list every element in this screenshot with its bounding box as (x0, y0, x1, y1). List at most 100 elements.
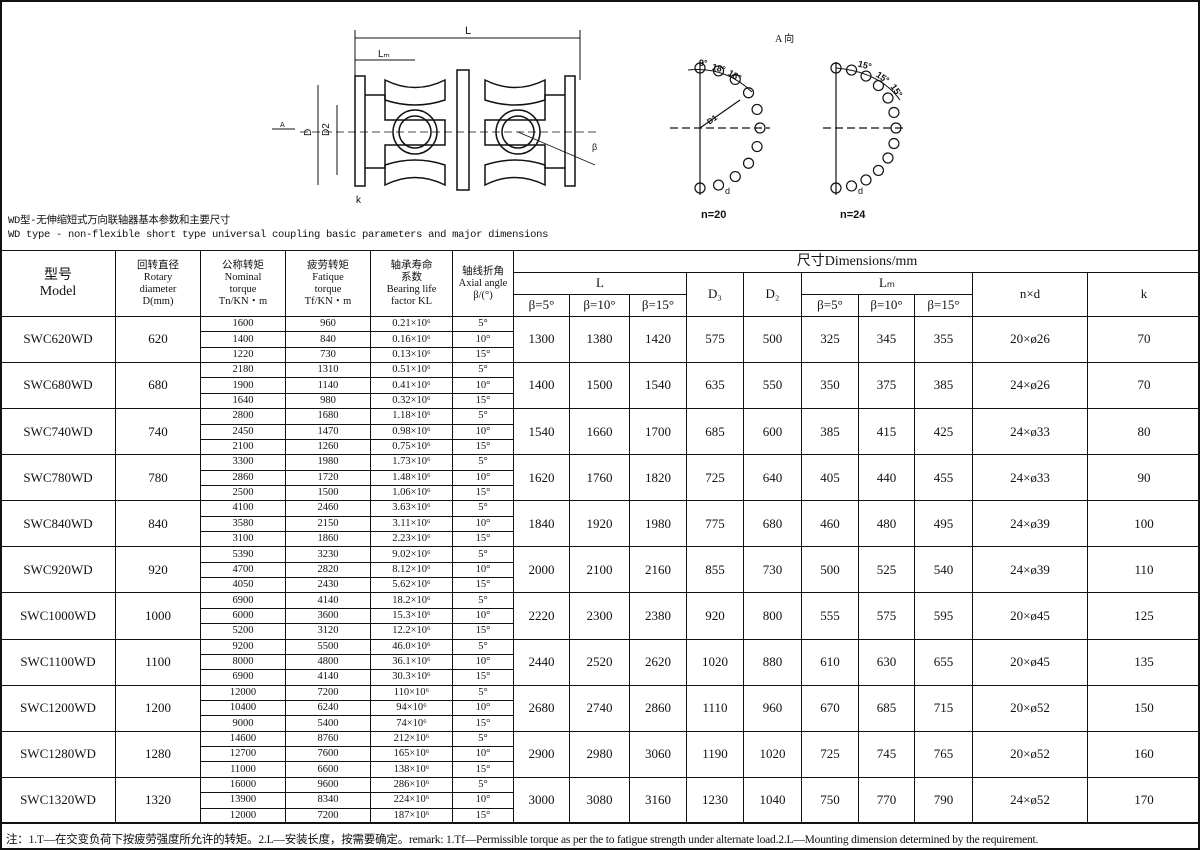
nominal-torque-cell: 11000 (200, 761, 286, 778)
Lm-cell: 385 (801, 408, 859, 456)
header-Lm-beta15: β=15° (914, 294, 973, 317)
fatigue-torque-cell: 1860 (285, 531, 371, 548)
nominal-torque-cell: 1400 (200, 331, 286, 348)
bolt-hole-icon (872, 164, 885, 177)
Lm-cell: 455 (914, 454, 973, 502)
axial-angle-cell: 5° (452, 546, 514, 563)
fatigue-torque-cell: 2460 (285, 500, 371, 517)
nominal-torque-cell: 16000 (200, 776, 286, 794)
fatigue-torque-cell: 1500 (285, 484, 371, 502)
axial-angle-cell: 15° (452, 761, 514, 778)
table-row: 3100 1860 2.23×10⁶ 15° (1, 531, 1200, 548)
fatigue-torque-cell: 6600 (285, 761, 371, 778)
n24-angle-15-third: 15° (888, 82, 904, 99)
L-cell: 1840 (513, 500, 570, 548)
fatigue-torque-cell: 8760 (285, 730, 371, 748)
rotary-diameter-cell: 680 (115, 362, 201, 410)
L-cell: 2740 (569, 684, 630, 732)
label-d: d (725, 186, 730, 196)
Lm-cell: 790 (914, 776, 973, 824)
table-row: 1640 980 0.32×10⁶ 15° (1, 392, 1200, 410)
nominal-torque-cell: 6900 (200, 592, 286, 609)
header-rotary-diameter: 回转直径 Rotary diameter D(mm) (115, 250, 201, 317)
nxd-cell: 20×ø45 (972, 638, 1088, 686)
table-row: SWC740WD 740 2800 1680 1.18×10⁶ 5° 1540 1660 170… (0, 408, 1200, 456)
bolt-hole-icon (694, 182, 706, 194)
header-L-beta15: β=15° (629, 294, 687, 317)
fatigue-torque-cell: 1260 (285, 438, 371, 456)
n20-angle-9: 9° (699, 58, 708, 68)
nominal-torque-cell: 3100 (200, 531, 286, 548)
bolt-hole-icon (860, 174, 872, 186)
fatigue-torque-cell: 730 (285, 346, 371, 364)
fatigue-torque-cell: 8340 (285, 792, 371, 809)
D3-cell: 1230 (686, 776, 744, 824)
nominal-torque-cell: 2450 (200, 423, 286, 440)
k-cell: 90 (1087, 454, 1200, 502)
axial-angle-cell: 10° (452, 746, 514, 763)
Lm-cell: 415 (858, 408, 915, 456)
Lm-cell: 540 (914, 546, 973, 594)
fatigue-torque-cell: 5400 (285, 715, 371, 732)
fatigue-torque-cell: 1470 (285, 423, 371, 440)
coupling-drawing: L Lₘ β D D2 k A A 向 9° 18° 18° D1 n=20 d… (272, 25, 905, 221)
axial-angle-cell: 10° (452, 561, 514, 579)
fatigue-torque-cell: 1680 (285, 408, 371, 425)
n24-angle-15-second: 15° (874, 69, 891, 85)
table-row: SWC1000WD 1000 6900 4140 18.2×10⁶ 5° 2220 2300 2… (0, 592, 1200, 640)
nominal-torque-cell: 4100 (200, 500, 286, 517)
L-cell: 3000 (513, 776, 570, 824)
bearing-life-cell: 0.21×10⁶ (370, 315, 453, 333)
bolt-hole-icon (751, 140, 763, 153)
n24-label: n=24 (840, 209, 866, 221)
bolt-hole-icon (712, 65, 725, 77)
axial-angle-cell: 5° (452, 362, 514, 379)
header-fatigue-torque: 疲劳转矩 Fatique torque Tf/KN・m (285, 250, 371, 317)
nominal-torque-cell: 2800 (200, 408, 286, 425)
table-row: 2100 1260 0.75×10⁶ 15° (1, 438, 1200, 456)
fatigue-torque-cell: 9600 (285, 776, 371, 794)
n24-angle-15-first: 15° (857, 59, 873, 72)
bearing-life-cell: 0.13×10⁶ (370, 346, 453, 364)
L-cell: 3060 (629, 730, 687, 778)
bolt-hole-icon (888, 137, 900, 150)
D2-cell: 600 (743, 408, 802, 456)
fatigue-torque-cell: 1980 (285, 454, 371, 471)
caption-en: WD type - non-flexible short type univer… (8, 229, 549, 241)
header-axial-angle: 轴线折角 Axial angle β/(°) (452, 250, 514, 317)
k-cell: 135 (1087, 638, 1200, 686)
rotary-diameter-cell: 1000 (115, 592, 201, 640)
table-row: 4050 2430 5.62×10⁶ 15° (1, 577, 1200, 594)
table-row: SWC1320WD 1320 16000 9600 286×10⁶ 5° 3000 3080 3… (0, 776, 1200, 824)
fatigue-torque-cell: 3120 (285, 623, 371, 640)
model-cell: SWC780WD (0, 454, 116, 502)
bearing-life-cell: 2.23×10⁶ (370, 531, 453, 548)
D3-cell: 855 (686, 546, 744, 594)
bearing-life-cell: 1.18×10⁶ (370, 408, 453, 425)
D2-cell: 1040 (743, 776, 802, 824)
k-cell: 125 (1087, 592, 1200, 640)
axial-angle-cell: 10° (452, 331, 514, 348)
L-cell: 1660 (569, 408, 630, 456)
bearing-life-cell: 1.48×10⁶ (370, 469, 453, 486)
model-cell: SWC680WD (0, 362, 116, 410)
bolt-hole-icon (890, 122, 902, 134)
side-view: L Lₘ β D D2 k A (272, 25, 600, 206)
D3-cell: 635 (686, 362, 744, 410)
nxd-cell: 24×ø33 (972, 408, 1088, 456)
Lm-cell: 480 (858, 500, 915, 548)
nxd-cell: 24×ø52 (972, 776, 1088, 824)
bearing-life-cell: 12.2×10⁶ (370, 623, 453, 640)
L-cell: 1500 (569, 362, 630, 410)
Lm-cell: 595 (914, 592, 973, 640)
table-row: 2500 1500 1.06×10⁶ 15° (1, 484, 1200, 502)
header-dimensions: 尺寸Dimensions/mm (513, 250, 1200, 273)
bolt-hole-icon (694, 62, 706, 74)
table-row: 2860 1720 1.48×10⁶ 10° (1, 469, 1200, 486)
Lm-cell: 350 (801, 362, 859, 410)
bearing-life-cell: 3.11×10⁶ (370, 515, 453, 533)
Lm-cell: 495 (914, 500, 973, 548)
fatigue-torque-cell: 1140 (285, 377, 371, 394)
L-cell: 2680 (513, 684, 570, 732)
parameters-table: 型号 Model 回转直径 Rotary diameter D(mm) 公称转矩 Nomi… (0, 250, 1200, 824)
